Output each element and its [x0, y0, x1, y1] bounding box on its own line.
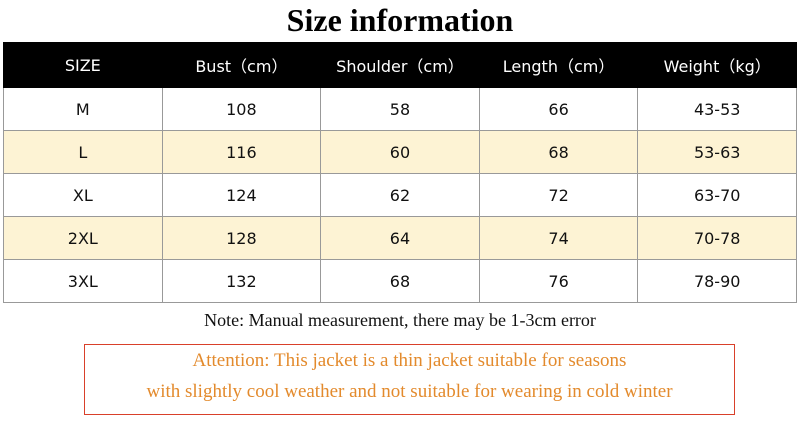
- table-row: M 108 58 66 43-53: [3, 87, 797, 131]
- table-cell: 63-70: [637, 173, 797, 217]
- table-cell: 74: [478, 216, 639, 260]
- table-row: XL 124 62 72 63-70: [3, 173, 797, 217]
- column-header: Shoulder（cm）: [320, 42, 480, 88]
- table-cell: 58: [320, 87, 480, 131]
- column-header: Weight（kg）: [637, 42, 797, 88]
- table-row: 2XL 128 64 74 70-78: [3, 216, 797, 260]
- attention-line: Attention: This jacket is a thin jacket …: [192, 350, 627, 371]
- attention-box: Attention: This jacket is a thin jacket …: [84, 344, 735, 415]
- attention-line: with slightly cool weather and not suita…: [146, 381, 673, 402]
- table-cell: 64: [320, 216, 480, 260]
- size-table: SIZE Bust（cm） Shoulder（cm） Length（cm） Weight…: [3, 42, 797, 303]
- table-row: L 116 60 68 53-63: [3, 130, 797, 174]
- table-cell: 3XL: [3, 259, 163, 303]
- table-cell: 132: [161, 259, 322, 303]
- table-cell: 108: [161, 87, 322, 131]
- table-cell: 2XL: [3, 216, 163, 260]
- table-cell: 70-78: [637, 216, 797, 260]
- table-cell: 72: [478, 173, 639, 217]
- table-cell: 66: [478, 87, 639, 131]
- column-header: Bust（cm）: [161, 42, 322, 88]
- table-cell: 116: [161, 130, 322, 174]
- table-cell: 68: [320, 259, 480, 303]
- table-cell: L: [3, 130, 163, 174]
- note: Note: Manual measurement, there may be 1…: [204, 310, 596, 330]
- table-cell: 124: [161, 173, 322, 217]
- column-header: SIZE: [3, 42, 163, 88]
- table-row: 3XL 132 68 76 78-90: [3, 259, 797, 303]
- table-cell: 60: [320, 130, 480, 174]
- table-cell: 43-53: [637, 87, 797, 131]
- table-cell: XL: [3, 173, 163, 217]
- table-cell: 128: [161, 216, 322, 260]
- table-cell: 62: [320, 173, 480, 217]
- table-cell: 78-90: [637, 259, 797, 303]
- table-cell: 53-63: [637, 130, 797, 174]
- table-cell: 68: [478, 130, 639, 174]
- title: Size information: [286, 2, 514, 38]
- header-row: SIZE Bust（cm） Shoulder（cm） Length（cm） Weight…: [3, 42, 797, 88]
- column-header: Length（cm）: [478, 42, 639, 88]
- table-cell: M: [3, 87, 163, 131]
- table-cell: 76: [478, 259, 639, 303]
- table-body: M 108 58 66 43-53 L 116 60 68 53-63 XL 124 62 72 63-70…: [3, 87, 797, 303]
